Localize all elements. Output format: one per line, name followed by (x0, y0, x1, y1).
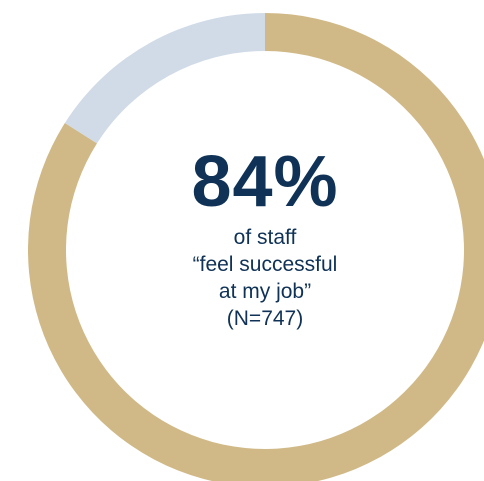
caption-line-3: at my job” (218, 280, 312, 303)
caption-line-2: “feel successful (192, 253, 338, 276)
percentage-value: 84% (191, 142, 339, 222)
slice-remainder (64, 12, 265, 144)
caption-line-1: of staff (233, 226, 297, 249)
center-label: 84% of staff “feel successful at my job”… (122, 140, 408, 332)
caption-line-4: (N=747) (226, 307, 304, 330)
